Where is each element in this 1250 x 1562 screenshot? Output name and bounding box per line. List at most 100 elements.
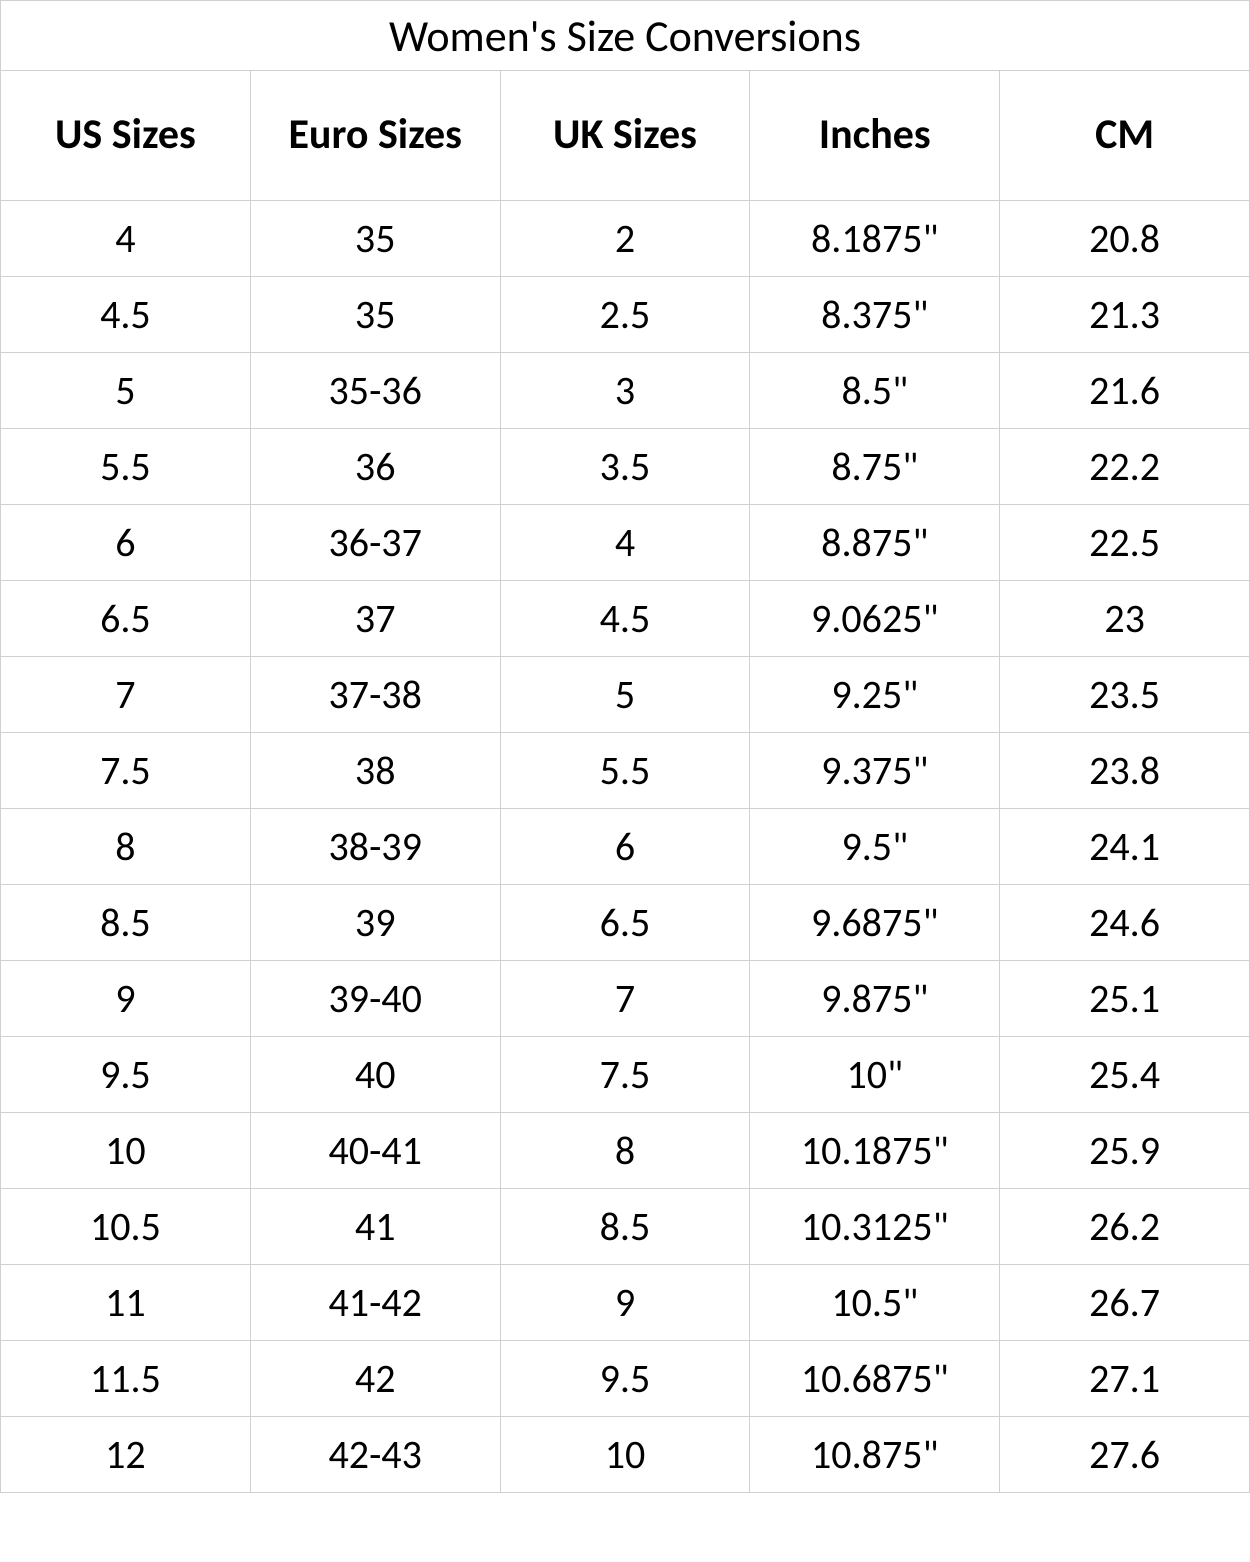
table-cell: 10.875" [750,1417,1000,1493]
table-cell: 10.6875" [750,1341,1000,1417]
table-cell: 20.8 [1000,201,1250,277]
table-cell: 8.75" [750,429,1000,505]
table-cell: 39 [250,885,500,961]
table-row: 11.5429.510.6875"27.1 [1,1341,1250,1417]
table-cell: 4 [500,505,750,581]
table-cell: 8.5" [750,353,1000,429]
table-cell: 25.9 [1000,1113,1250,1189]
table-cell: 23.5 [1000,657,1250,733]
table-cell: 8 [500,1113,750,1189]
table-cell: 12 [1,1417,251,1493]
table-cell: 4 [1,201,251,277]
table-row: 1141-42910.5"26.7 [1,1265,1250,1341]
table-cell: 10.5" [750,1265,1000,1341]
table-row: 939-4079.875"25.1 [1,961,1250,1037]
table-cell: 37 [250,581,500,657]
table-row: 1242-431010.875"27.6 [1,1417,1250,1493]
table-cell: 24.1 [1000,809,1250,885]
table-cell: 37-38 [250,657,500,733]
table-title: Women's Size Conversions [1,1,1250,71]
table-cell: 41 [250,1189,500,1265]
table-cell: 10.1875" [750,1113,1000,1189]
table-cell: 26.2 [1000,1189,1250,1265]
table-row: 8.5396.59.6875"24.6 [1,885,1250,961]
table-cell: 8.875" [750,505,1000,581]
table-cell: 42 [250,1341,500,1417]
table-cell: 9.375" [750,733,1000,809]
table-row: 4.5352.58.375"21.3 [1,277,1250,353]
table-row: 636-3748.875"22.5 [1,505,1250,581]
table-cell: 4.5 [1,277,251,353]
table-cell: 6.5 [500,885,750,961]
table-cell: 2.5 [500,277,750,353]
table-cell: 23 [1000,581,1250,657]
table-cell: 9.6875" [750,885,1000,961]
column-header-cm: CM [1000,71,1250,201]
table-cell: 40 [250,1037,500,1113]
header-row: US Sizes Euro Sizes UK Sizes Inches CM [1,71,1250,201]
table-cell: 5 [500,657,750,733]
table-cell: 22.2 [1000,429,1250,505]
table-cell: 25.4 [1000,1037,1250,1113]
size-conversion-table: Women's Size Conversions US Sizes Euro S… [0,0,1250,1493]
table-cell: 4.5 [500,581,750,657]
table-cell: 38-39 [250,809,500,885]
table-cell: 42-43 [250,1417,500,1493]
table-cell: 9.875" [750,961,1000,1037]
table-cell: 7.5 [1,733,251,809]
table-cell: 24.6 [1000,885,1250,961]
table-cell: 10.5 [1,1189,251,1265]
table-cell: 7 [500,961,750,1037]
table-cell: 6.5 [1,581,251,657]
table-cell: 9.5" [750,809,1000,885]
table-cell: 3.5 [500,429,750,505]
table-row: 1040-41810.1875"25.9 [1,1113,1250,1189]
column-header-euro: Euro Sizes [250,71,500,201]
table-cell: 8.5 [500,1189,750,1265]
table-row: 7.5385.59.375"23.8 [1,733,1250,809]
table-cell: 27.1 [1000,1341,1250,1417]
table-cell: 5 [1,353,251,429]
table-body: 43528.1875"20.84.5352.58.375"21.3535-363… [1,201,1250,1493]
table-cell: 2 [500,201,750,277]
table-cell: 11.5 [1,1341,251,1417]
table-cell: 23.8 [1000,733,1250,809]
table-row: 5.5363.58.75"22.2 [1,429,1250,505]
table-cell: 21.6 [1000,353,1250,429]
table-cell: 11 [1,1265,251,1341]
table-cell: 8.1875" [750,201,1000,277]
table-cell: 41-42 [250,1265,500,1341]
table-row: 10.5418.510.3125"26.2 [1,1189,1250,1265]
table-cell: 25.1 [1000,961,1250,1037]
table-cell: 3 [500,353,750,429]
table-cell: 9.0625" [750,581,1000,657]
table-cell: 22.5 [1000,505,1250,581]
column-header-uk: UK Sizes [500,71,750,201]
title-row: Women's Size Conversions [1,1,1250,71]
table-cell: 8.5 [1,885,251,961]
table-cell: 26.7 [1000,1265,1250,1341]
table-cell: 6 [500,809,750,885]
table-cell: 35 [250,277,500,353]
table-cell: 35 [250,201,500,277]
table-cell: 36 [250,429,500,505]
table-row: 535-3638.5"21.6 [1,353,1250,429]
table-cell: 10 [500,1417,750,1493]
table-cell: 9 [500,1265,750,1341]
table-row: 838-3969.5"24.1 [1,809,1250,885]
table-cell: 8 [1,809,251,885]
table-cell: 8.375" [750,277,1000,353]
table-cell: 39-40 [250,961,500,1037]
table-cell: 21.3 [1000,277,1250,353]
table-cell: 35-36 [250,353,500,429]
column-header-us: US Sizes [1,71,251,201]
table-cell: 38 [250,733,500,809]
table-cell: 27.6 [1000,1417,1250,1493]
table-row: 9.5407.510"25.4 [1,1037,1250,1113]
table-cell: 10" [750,1037,1000,1113]
table-row: 43528.1875"20.8 [1,201,1250,277]
table-cell: 5.5 [1,429,251,505]
table-cell: 5.5 [500,733,750,809]
table-cell: 10.3125" [750,1189,1000,1265]
table-cell: 10 [1,1113,251,1189]
